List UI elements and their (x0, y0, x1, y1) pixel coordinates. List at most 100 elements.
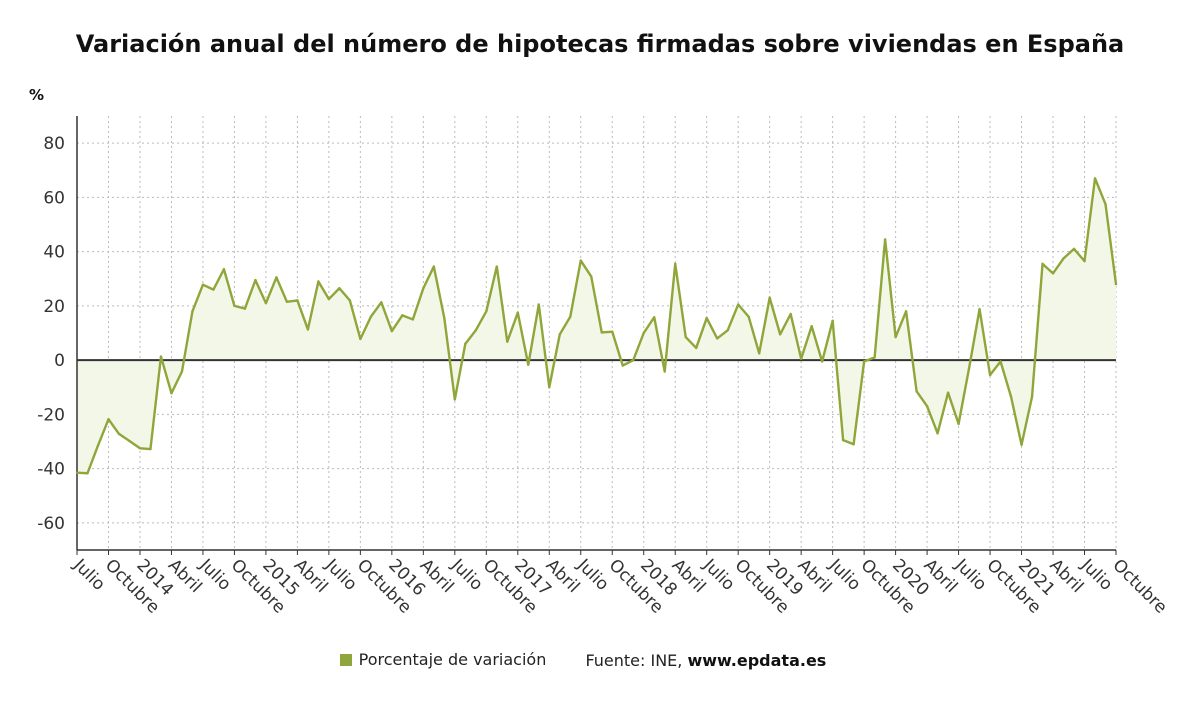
source-site-link[interactable]: www.epdata.es (687, 650, 827, 670)
data-point[interactable] (1020, 443, 1023, 446)
data-point[interactable] (117, 432, 121, 436)
data-point[interactable] (621, 364, 624, 367)
data-point[interactable] (159, 355, 163, 358)
data-point[interactable] (338, 287, 341, 290)
data-point[interactable] (925, 405, 929, 408)
data-point[interactable] (86, 472, 89, 475)
data-point[interactable] (820, 360, 824, 363)
data-point[interactable] (348, 299, 352, 302)
data-point[interactable] (1072, 247, 1076, 251)
data-point[interactable] (988, 373, 992, 377)
data-point[interactable] (317, 280, 320, 283)
data-point[interactable] (873, 356, 876, 359)
data-point[interactable] (632, 358, 635, 362)
data-point[interactable] (894, 335, 897, 339)
data-point[interactable] (862, 360, 866, 363)
data-point[interactable] (1009, 395, 1013, 398)
data-point[interactable] (946, 391, 950, 394)
data-point[interactable] (369, 315, 373, 318)
data-point[interactable] (180, 370, 184, 373)
data-point[interactable] (75, 471, 79, 474)
data-point[interactable] (96, 444, 100, 447)
data-point[interactable] (705, 316, 708, 320)
data-point[interactable] (695, 346, 698, 350)
data-point[interactable] (537, 303, 540, 306)
data-point[interactable] (296, 299, 299, 302)
data-point[interactable] (1041, 262, 1044, 266)
data-point[interactable] (264, 301, 268, 305)
data-point[interactable] (1030, 395, 1034, 398)
legend-item-series[interactable]: Porcentaje de variación (339, 650, 546, 669)
data-point[interactable] (527, 363, 530, 366)
data-point[interactable] (201, 283, 205, 286)
data-point[interactable] (1093, 177, 1097, 180)
data-point[interactable] (495, 265, 498, 268)
data-point[interactable] (831, 319, 834, 322)
data-point[interactable] (212, 288, 215, 291)
data-point[interactable] (548, 386, 551, 389)
data-point[interactable] (432, 265, 436, 268)
data-point[interactable] (285, 300, 289, 304)
data-point[interactable] (736, 303, 740, 306)
data-point[interactable] (359, 337, 362, 341)
data-point[interactable] (611, 330, 614, 333)
data-point[interactable] (852, 443, 855, 446)
data-point[interactable] (254, 278, 257, 282)
data-point[interactable] (999, 360, 1002, 363)
data-point[interactable] (1083, 259, 1086, 263)
data-point[interactable] (1051, 272, 1055, 275)
data-point[interactable] (600, 331, 603, 334)
data-point[interactable] (401, 314, 404, 317)
data-point[interactable] (715, 337, 719, 340)
data-point[interactable] (558, 333, 561, 336)
data-point[interactable] (464, 342, 467, 346)
data-point[interactable] (653, 316, 656, 319)
data-point[interactable] (485, 310, 488, 313)
data-point[interactable] (757, 352, 761, 355)
data-point[interactable] (474, 329, 478, 332)
data-point[interactable] (642, 331, 645, 335)
data-point[interactable] (904, 310, 908, 313)
data-point[interactable] (422, 287, 425, 290)
data-point[interactable] (841, 438, 845, 442)
data-point[interactable] (411, 318, 415, 321)
data-point[interactable] (936, 432, 939, 435)
data-point[interactable] (778, 333, 782, 336)
data-point[interactable] (674, 262, 677, 266)
data-point[interactable] (243, 307, 247, 310)
data-point[interactable] (569, 315, 572, 318)
data-point[interactable] (579, 259, 582, 262)
data-point[interactable] (768, 296, 771, 299)
data-point[interactable] (149, 447, 152, 451)
data-point[interactable] (883, 238, 887, 241)
data-point[interactable] (810, 325, 813, 328)
data-point[interactable] (443, 316, 446, 320)
data-point[interactable] (978, 307, 981, 311)
data-point[interactable] (170, 392, 173, 395)
data-point[interactable] (726, 329, 729, 332)
data-point[interactable] (233, 304, 236, 308)
data-point[interactable] (747, 315, 750, 318)
data-point[interactable] (915, 390, 918, 393)
data-point[interactable] (138, 447, 142, 450)
data-point[interactable] (390, 329, 394, 333)
data-point[interactable] (191, 310, 194, 313)
data-point[interactable] (1104, 202, 1107, 206)
data-point[interactable] (306, 328, 310, 331)
data-point[interactable] (799, 357, 803, 360)
data-point[interactable] (107, 418, 110, 421)
data-point[interactable] (967, 367, 971, 370)
data-point[interactable] (222, 268, 226, 271)
data-point[interactable] (453, 398, 457, 401)
data-point[interactable] (380, 301, 383, 304)
data-point[interactable] (327, 297, 331, 301)
data-point[interactable] (275, 276, 278, 279)
data-point[interactable] (1062, 257, 1065, 260)
data-point[interactable] (1114, 282, 1118, 286)
data-point[interactable] (789, 312, 792, 316)
data-point[interactable] (128, 439, 131, 443)
data-point[interactable] (684, 335, 687, 339)
data-point[interactable] (590, 275, 593, 278)
data-point[interactable] (663, 370, 666, 373)
data-point[interactable] (957, 422, 960, 426)
